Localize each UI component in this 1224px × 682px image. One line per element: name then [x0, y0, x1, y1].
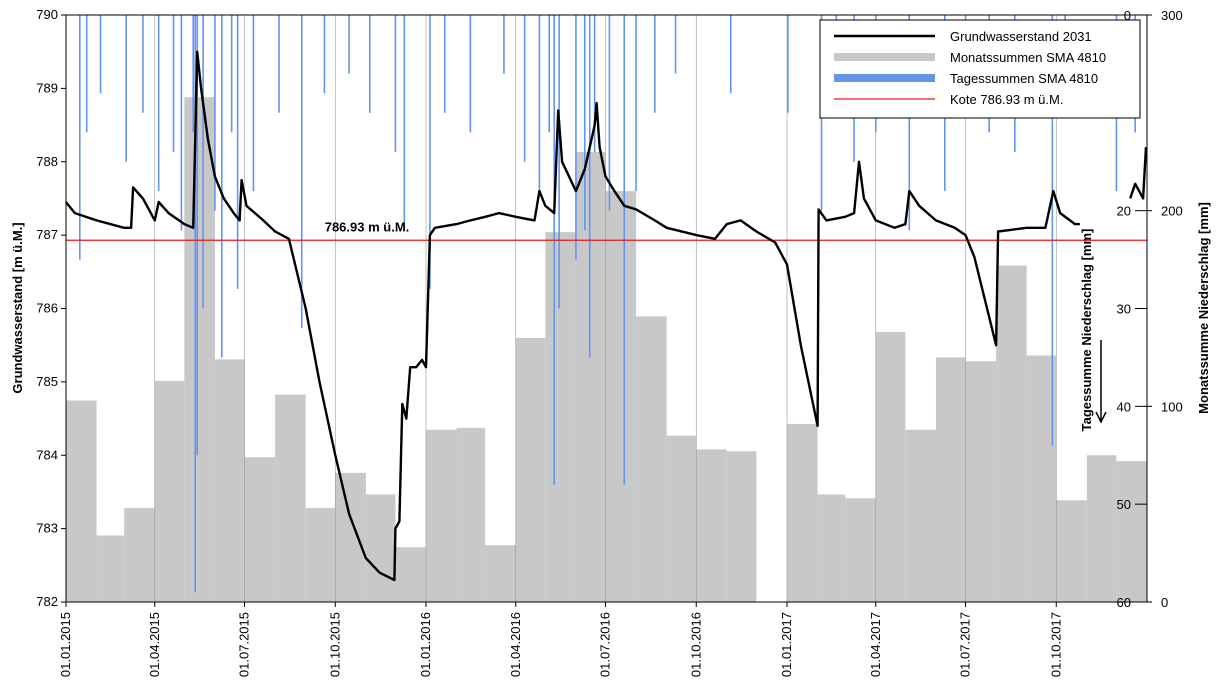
- monthly-bar: [605, 191, 637, 602]
- monthly-bar: [1116, 461, 1147, 602]
- y3-axis-label: Tagessumme Niederschlag [mm]: [1079, 229, 1094, 432]
- monthly-bar: [244, 457, 276, 602]
- x-tick-label: 01.01.2017: [779, 612, 794, 677]
- y-tick-label: 788: [36, 154, 58, 169]
- y-axis-label: Grundwasserstand [m ü.M.]: [10, 222, 25, 393]
- lines: [65, 50, 1148, 582]
- monthly-bar: [456, 427, 486, 602]
- x-tick-label: 01.07.2016: [598, 612, 613, 677]
- monthly-bar: [275, 394, 306, 602]
- y2-tick-label: 200: [1161, 204, 1183, 219]
- x-tick-label: 01.01.2015: [58, 612, 73, 677]
- y-tick-label: 784: [36, 447, 58, 462]
- monthly-bar: [365, 494, 396, 602]
- y3-tick-label: 50: [1117, 497, 1131, 512]
- x-tick-label: 01.10.2016: [688, 612, 703, 677]
- plot-frame: [65, 14, 1148, 603]
- groundwater-line: [65, 50, 1148, 582]
- monthly-bar: [184, 97, 215, 603]
- monthly-bar: [1056, 500, 1087, 602]
- legend: Grundwasserstand 2031 Monatssummen SMA 48…: [819, 19, 1141, 119]
- y3-tick-label: 40: [1117, 399, 1131, 414]
- x-tick-label: 01.04.2016: [508, 612, 523, 677]
- monthly-bar: [124, 508, 155, 602]
- monthly-bar: [845, 498, 876, 602]
- monthly-bar: [515, 337, 546, 602]
- monthly-bar: [965, 361, 997, 602]
- legend-label: Grundwasserstand 2031: [950, 29, 1092, 44]
- reference-label: 786.93 m ü.M.: [325, 219, 410, 234]
- monthly-bar: [1086, 455, 1117, 602]
- y3-arrow: [1095, 340, 1107, 424]
- monthly-bar: [666, 435, 697, 602]
- y-tick-label: 787: [36, 227, 58, 242]
- legend-label: Tagessummen SMA 4810: [950, 71, 1098, 86]
- legend-label: Monatssummen SMA 4810: [950, 50, 1106, 65]
- monthly-bar: [875, 331, 906, 602]
- y2-tick-label: 100: [1161, 399, 1183, 414]
- x-tick-label: 01.07.2015: [237, 612, 252, 677]
- monthly-bar: [214, 359, 245, 602]
- y-tick-label: 789: [36, 80, 58, 95]
- monthly-bar: [1026, 355, 1057, 602]
- x-tick-label: 01.04.2017: [868, 612, 883, 677]
- monthly-bar: [726, 451, 757, 602]
- monthly-bar: [305, 508, 336, 602]
- monthly-bar: [996, 265, 1027, 602]
- daily-bars: [79, 15, 1136, 593]
- monthly-bar: [575, 151, 606, 602]
- monthly-bar: [696, 449, 727, 602]
- monthly-bar: [636, 316, 667, 602]
- y-tick-label: 783: [36, 521, 58, 536]
- monthly-bar: [935, 357, 966, 602]
- y-tick-label: 785: [36, 374, 58, 389]
- legend-label: Kote 786.93 m ü.M.: [950, 92, 1063, 107]
- monthly-bar: [66, 400, 97, 602]
- x-tick-label: 01.07.2017: [958, 612, 973, 677]
- monthly-bar: [817, 494, 846, 602]
- monthly-bar: [545, 232, 576, 602]
- monthly-bar: [786, 423, 818, 602]
- monthly-bar: [485, 545, 516, 602]
- x-tick-label: 01.04.2015: [147, 612, 162, 677]
- monthly-bar: [154, 380, 185, 602]
- y-tick-label: 782: [36, 594, 58, 609]
- y-tick-label: 786: [36, 301, 58, 316]
- y3-tick-label: 20: [1117, 204, 1131, 219]
- monthly-bars: [66, 97, 1147, 603]
- monthly-bar: [395, 547, 427, 602]
- y2-axis-label: Monatssumme Niederschlag [mm]: [1196, 202, 1211, 414]
- y2-tick-label: 0: [1161, 595, 1168, 610]
- y3-tick-label: 30: [1117, 302, 1131, 317]
- x-tick-label: 01.10.2017: [1048, 612, 1063, 677]
- monthly-bar: [335, 472, 366, 602]
- x-tick-label: 01.10.2015: [327, 612, 342, 677]
- x-tick-label: 01.01.2016: [418, 612, 433, 677]
- y-tick-label: 790: [36, 7, 58, 22]
- monthly-bar: [96, 535, 125, 602]
- monthly-bar: [426, 429, 457, 602]
- y2-tick-label: 300: [1161, 8, 1183, 23]
- monthly-bar: [905, 429, 936, 602]
